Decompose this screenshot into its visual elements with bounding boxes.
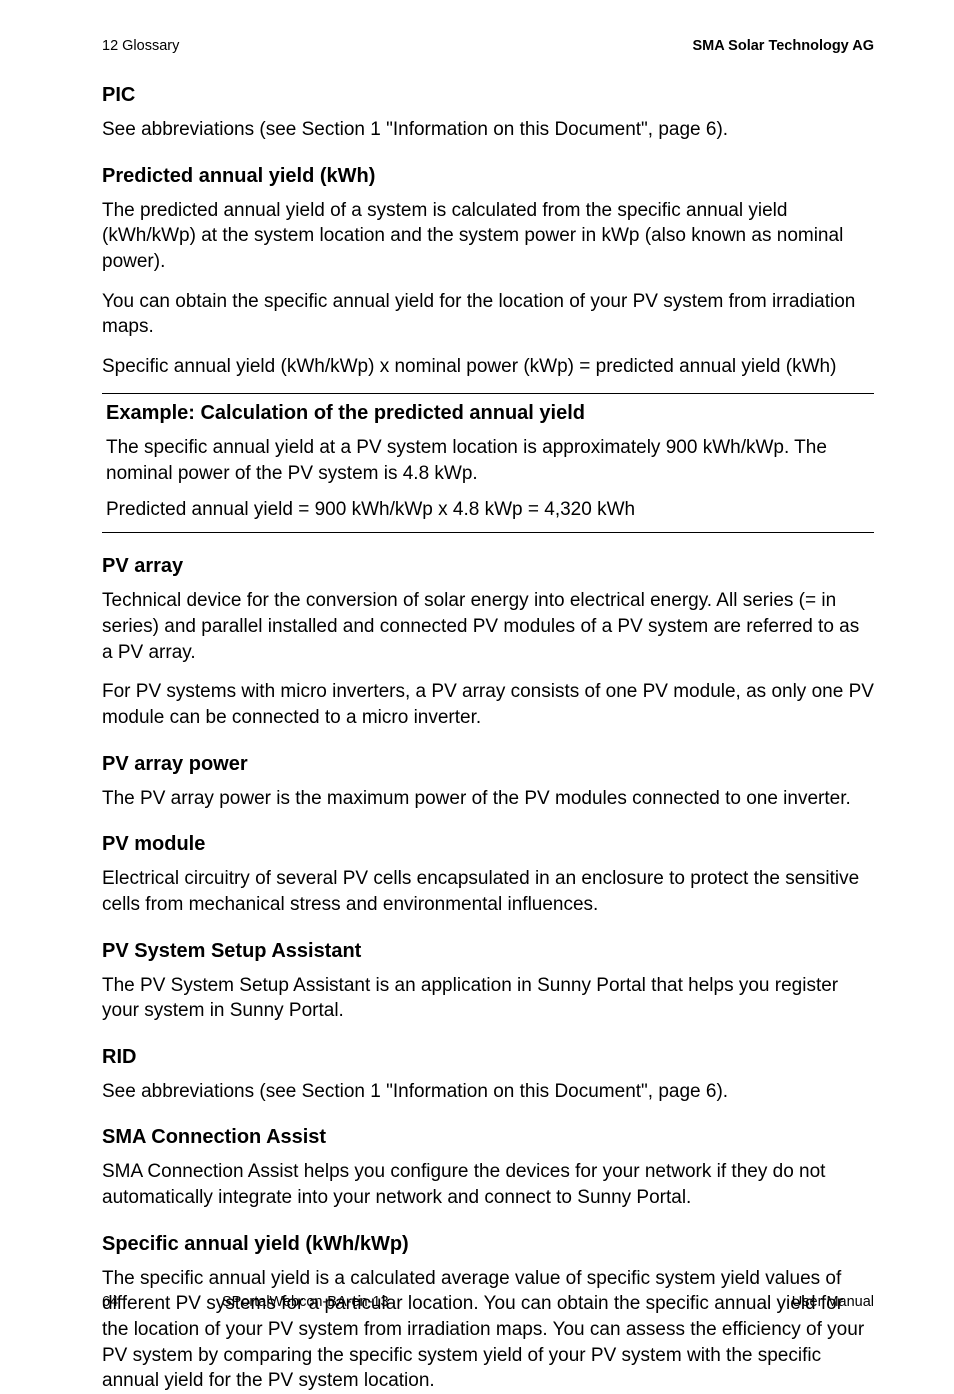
term-predicted: Predicted annual yield (kWh) (102, 165, 874, 188)
body-predicted-3: Specific annual yield (kWh/kWp) x nomina… (102, 354, 874, 380)
term-smaconn: SMA Connection Assist (102, 1126, 874, 1149)
body-pic-1: See abbreviations (see Section 1 "Inform… (102, 117, 874, 143)
term-pvarraypower: PV array power (102, 753, 874, 776)
body-rid-1: See abbreviations (see Section 1 "Inform… (102, 1079, 874, 1105)
body-pvsetup-1: The PV System Setup Assistant is an appl… (102, 973, 874, 1024)
term-specific: Specific annual yield (kWh/kWp) (102, 1233, 874, 1256)
term-pvarray: PV array (102, 555, 874, 578)
header-company-name: SMA Solar Technology AG (692, 38, 874, 54)
term-pvmodule: PV module (102, 833, 874, 856)
footer-doc-id: SPortalWebcon-BA-en-13 (222, 1294, 389, 1310)
page-header: 12 Glossary SMA Solar Technology AG (102, 38, 874, 54)
term-pic: PIC (102, 84, 874, 107)
body-pvarray-2: For PV systems with micro inverters, a P… (102, 679, 874, 730)
body-pvarray-1: Technical device for the conversion of s… (102, 588, 874, 665)
example-title: Example: Calculation of the predicted an… (106, 402, 870, 425)
body-smaconn-1: SMA Connection Assist helps you configur… (102, 1159, 874, 1210)
body-predicted-2: You can obtain the specific annual yield… (102, 289, 874, 340)
example-body-1: The specific annual yield at a PV system… (106, 435, 870, 486)
header-section-title: 12 Glossary (102, 38, 179, 54)
document-page: 12 Glossary SMA Solar Technology AG PIC … (0, 0, 954, 1352)
example-box: Example: Calculation of the predicted an… (102, 393, 874, 533)
footer-doc-type: User Manual (792, 1294, 874, 1310)
page-footer: 64 SPortalWebcon-BA-en-13 User Manual (102, 1294, 874, 1310)
footer-page-number: 64 (102, 1294, 118, 1310)
example-body-2: Predicted annual yield = 900 kWh/kWp x 4… (106, 497, 870, 523)
body-pvarraypower-1: The PV array power is the maximum power … (102, 786, 874, 812)
body-specific-1: The specific annual yield is a calculate… (102, 1266, 874, 1394)
term-rid: RID (102, 1046, 874, 1069)
term-pvsetup: PV System Setup Assistant (102, 940, 874, 963)
body-predicted-1: The predicted annual yield of a system i… (102, 198, 874, 275)
body-pvmodule-1: Electrical circuitry of several PV cells… (102, 866, 874, 917)
